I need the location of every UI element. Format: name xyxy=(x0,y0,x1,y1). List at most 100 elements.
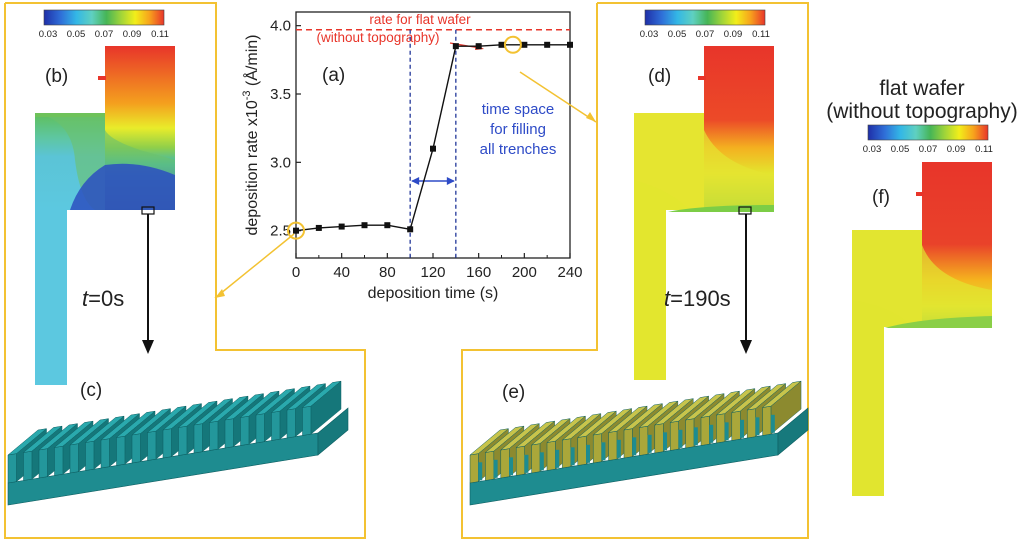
profile-b xyxy=(35,46,175,385)
trench-gap xyxy=(616,439,621,458)
trench-gap xyxy=(509,457,514,476)
panel-label-b: (b) xyxy=(45,66,68,87)
frame-left xyxy=(4,2,366,539)
colorbar-right-tick-2: 0.07 xyxy=(696,29,715,40)
x-axis-label: deposition time (s) xyxy=(368,285,499,302)
data-point-7 xyxy=(452,43,459,50)
trench-fin-front xyxy=(178,425,188,456)
trench-fin-front xyxy=(639,425,649,456)
panel-label-e: (e) xyxy=(502,382,525,403)
trench-fin-front xyxy=(515,445,525,476)
data-point-1 xyxy=(315,224,322,231)
colorbar-flat: 0.03 0.05 0.07 0.09 0.11 xyxy=(863,124,993,155)
trench-fin-front xyxy=(240,415,250,446)
trench-gap xyxy=(647,434,652,453)
highlight-circle-1 xyxy=(503,35,522,54)
trench-fin-front xyxy=(669,420,679,451)
trench-fin-front xyxy=(286,408,296,439)
colorbar-left-tick-3: 0.09 xyxy=(123,29,142,40)
colorbar-flat-tick-1: 0.05 xyxy=(891,144,910,155)
time-span-arrowhead-right xyxy=(446,177,455,185)
trench-gap xyxy=(539,452,544,471)
trench-fin-front xyxy=(592,433,602,464)
trench-gap xyxy=(755,417,760,436)
time-label-t0: t=0s xyxy=(82,286,124,311)
trench-gap xyxy=(555,449,560,468)
trench-fin-front xyxy=(147,430,157,461)
trench-fin-front xyxy=(500,448,510,479)
data-point-10 xyxy=(521,41,528,48)
trench-base-side xyxy=(777,407,809,456)
trench-gap xyxy=(601,442,606,461)
trench-fin-front xyxy=(716,413,726,444)
trench-fin-front xyxy=(685,418,695,449)
trench-fin-front xyxy=(731,410,741,441)
trench-fin-front xyxy=(546,440,556,471)
trench-fin-front xyxy=(131,433,141,464)
trench-gap xyxy=(693,427,698,446)
trench-fin-front xyxy=(54,445,64,476)
y-tick-label-1: 3.0 xyxy=(270,154,291,171)
trench-fin-front xyxy=(193,423,203,454)
time-label-t190: t=190s xyxy=(664,286,731,311)
panel-label-f: (f) xyxy=(872,187,890,208)
x-tick-label-1: 40 xyxy=(333,264,350,281)
trench-fin-front xyxy=(577,435,587,466)
y-tick-label-3: 4.0 xyxy=(270,18,291,35)
colorbar-right-tick-1: 0.05 xyxy=(668,29,687,40)
arrow-down-left xyxy=(142,214,154,354)
trench-fin-front xyxy=(23,450,33,481)
trench-gap xyxy=(586,444,591,463)
panel-label-c: (c) xyxy=(80,380,102,401)
trench-fin-front xyxy=(700,415,710,446)
colorbar-flat-tick-2: 0.07 xyxy=(919,144,938,155)
colorbar-left-tick-2: 0.07 xyxy=(95,29,114,40)
trench-fin-front xyxy=(255,413,265,444)
trench-gap xyxy=(478,462,483,481)
panel-label-a: (a) xyxy=(322,65,345,86)
trench-gap xyxy=(663,432,668,451)
colorbar-left: 0.03 0.05 0.07 0.09 0.11 xyxy=(39,9,169,40)
x-tick-label-4: 160 xyxy=(466,264,491,281)
trench-fin-front xyxy=(38,448,48,479)
trench-fin-front xyxy=(224,418,234,449)
arrow-down-right xyxy=(740,214,752,354)
trench-block-e xyxy=(469,380,809,506)
annotation-line-2: all trenches xyxy=(480,141,557,158)
x-tick-label-5: 200 xyxy=(512,264,537,281)
trench-fin-front xyxy=(116,435,126,466)
trench-gap xyxy=(678,429,683,448)
highlight-circle-0 xyxy=(287,221,305,240)
trench-fin-front xyxy=(623,428,633,459)
trench-fin-front xyxy=(608,430,618,461)
trench-fin-front xyxy=(562,438,572,469)
flat-wafer-title-line1: flat wafer xyxy=(879,77,964,100)
leader-line-left xyxy=(214,233,295,299)
y-tick-label-0: 2.5 xyxy=(270,223,291,240)
colorbar-flat-tick-0: 0.03 xyxy=(863,144,882,155)
colorbar-left-tick-0: 0.03 xyxy=(39,29,58,40)
flat-wafer-rate-label-line2: (without topography) xyxy=(316,30,439,45)
leader-arrow-left xyxy=(215,289,225,298)
data-point-0 xyxy=(293,227,299,234)
leader-line-right xyxy=(519,71,597,123)
data-point-3 xyxy=(361,222,368,229)
annotation-line-0: time space xyxy=(482,101,555,118)
trench-fin-front xyxy=(162,428,172,459)
trench-fin-front xyxy=(746,408,756,439)
x-tick-label-2: 80 xyxy=(379,264,396,281)
trench-gap xyxy=(709,424,714,443)
trench-fin-front xyxy=(469,453,479,484)
colorbar-left-tick-4: 0.11 xyxy=(151,29,169,40)
colorbar-right-tick-3: 0.09 xyxy=(724,29,743,40)
leader-arrow-right xyxy=(586,112,596,122)
x-tick-label-6: 240 xyxy=(557,264,582,281)
data-point-11 xyxy=(544,41,551,48)
trench-gap xyxy=(724,422,729,441)
profile-d xyxy=(634,46,774,380)
trench-fin-front xyxy=(271,410,281,441)
trench-gap xyxy=(740,419,745,438)
trench-fin-front xyxy=(69,443,79,474)
trench-base-side xyxy=(317,407,349,456)
